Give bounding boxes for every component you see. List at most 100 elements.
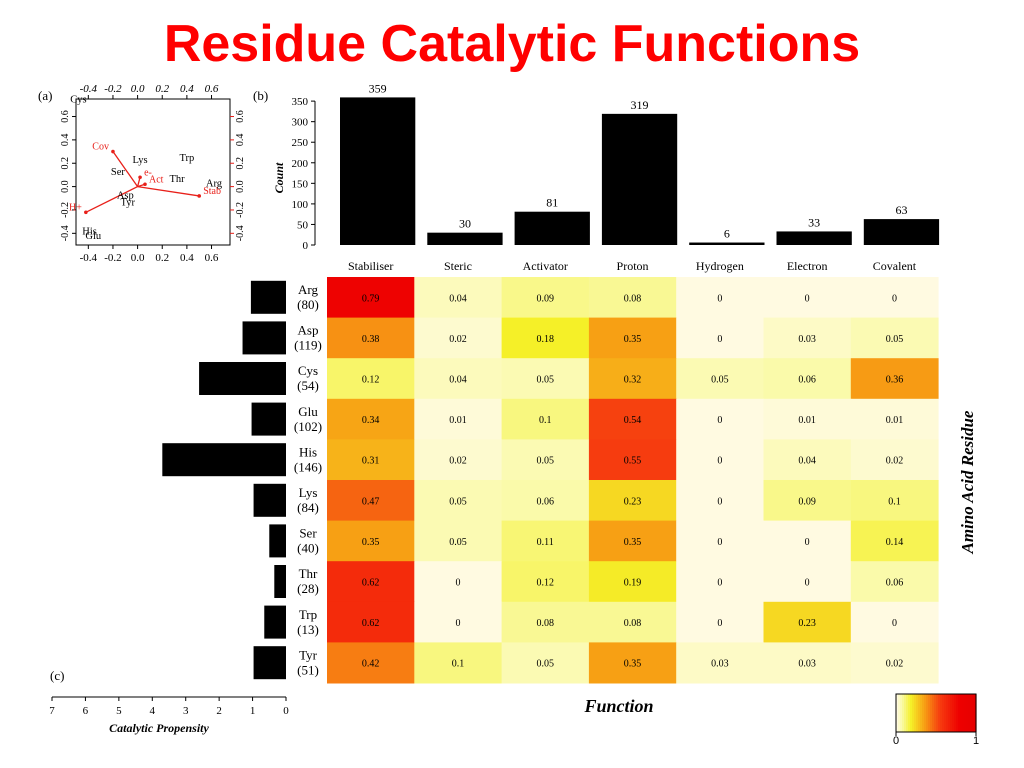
heatmap-cell-value: 0 (455, 578, 460, 589)
heatmap-cell-value: 0.35 (624, 659, 642, 670)
row-count-asp: (119) (294, 338, 322, 353)
heatmap-cell-value: 0 (892, 293, 897, 304)
heatmap-cell (501, 317, 590, 359)
a-bottom-tick-label: 0.4 (180, 252, 194, 264)
heatmap-cell (763, 277, 852, 319)
heatmap-cell-value: 0.04 (449, 375, 467, 386)
colorscale-step (938, 694, 941, 732)
b-y-axis-title: Count (272, 162, 286, 193)
row-count-thr: (28) (297, 581, 319, 596)
colorscale-step (926, 694, 929, 732)
heatmap-cell-value: 0.1 (888, 496, 901, 507)
heatmap-cell (676, 358, 764, 400)
row-label-tyr: Tyr (299, 647, 318, 662)
colorscale-step (912, 694, 915, 732)
propensity-bar-cys (199, 362, 286, 395)
panel-c-label: (c) (50, 668, 64, 683)
heatmap-cell (763, 358, 852, 400)
heatmap-cell-value: 0 (717, 537, 722, 548)
vector-arrowhead (84, 210, 88, 215)
heatmap-cell (763, 439, 852, 481)
row-label-asp: Asp (298, 323, 319, 338)
heatmap-cell (588, 317, 677, 359)
heatmap-cell-value: 0.12 (362, 375, 380, 386)
c-x-tick-label: 0 (283, 705, 289, 717)
a-right-tick-label: 0.6 (235, 110, 246, 123)
heatmap-cell-value: 0 (717, 496, 722, 507)
heatmap-cell-value: 0 (717, 578, 722, 589)
colorscale-step (942, 694, 945, 732)
colorscale-step (964, 694, 967, 732)
colorscale-max-label: 1 (973, 735, 979, 747)
propensity-bar-his (162, 443, 286, 477)
heatmap-cell (850, 601, 939, 643)
vector-arrowhead (143, 182, 147, 187)
colorscale-step (950, 694, 953, 732)
heatmap-cell (850, 439, 939, 481)
bar-value-label: 6 (724, 227, 730, 241)
heatmap-cell-value: 0 (805, 578, 810, 589)
heatmap-cell-value: 0.03 (798, 334, 816, 345)
colorscale-step (936, 694, 939, 732)
vector-label: Act (149, 174, 164, 185)
vector-arrowhead (138, 175, 142, 180)
heatmap-cell-value: 0.01 (886, 415, 904, 426)
heatmap-cell-value: 0.02 (449, 456, 467, 467)
colorscale-step (956, 694, 959, 732)
colorscale-step (974, 694, 977, 732)
row-count-cys: (54) (297, 378, 319, 393)
heatmap-cell (327, 520, 415, 562)
heatmap-cell-value: 0.08 (624, 618, 642, 629)
heatmap-cell (501, 277, 590, 319)
a-top-tick-label: 0.6 (205, 83, 219, 95)
row-label-cys: Cys (298, 363, 318, 378)
heatmap-cell-value: 0 (805, 293, 810, 304)
colorscale-step (908, 694, 911, 732)
heatmap-cell-value: 0 (717, 456, 722, 467)
row-label-arg: Arg (298, 282, 318, 297)
b-y-tick-label: 300 (292, 117, 309, 129)
heatmap-cell-value: 0.06 (537, 496, 555, 507)
vector-label: Cov (92, 142, 109, 153)
residue-label: Arg (206, 179, 223, 190)
heatmap-cell-value: 0.35 (362, 537, 380, 548)
heatmap-cell (414, 561, 503, 603)
residue-label: Thr (169, 174, 185, 185)
residue-label: His (82, 226, 97, 237)
heatmap-x-axis-title: Function (583, 696, 653, 716)
a-right-tick-label: 0.4 (235, 134, 246, 147)
colorscale-step (962, 694, 965, 732)
colorscale-step (916, 694, 919, 732)
heatmap-cell (327, 601, 415, 643)
heatmap-cell-value: 0.12 (537, 578, 555, 589)
a-left-tick-label: 0.0 (60, 180, 71, 193)
colorscale-step (970, 694, 973, 732)
colorscale-step (966, 694, 969, 732)
vector-arrowhead (197, 194, 201, 198)
b-y-tick-label: 0 (303, 240, 309, 252)
row-label-lys: Lys (299, 485, 318, 500)
a-right-tick-label: 0.2 (235, 157, 246, 170)
colorscale-step (914, 694, 917, 732)
heatmap-cell (763, 642, 852, 684)
heatmap-cell (501, 398, 590, 440)
heatmap-cell-value: 0.05 (537, 456, 555, 467)
heatmap-cell (676, 642, 764, 684)
row-count-arg: (80) (297, 297, 319, 312)
heatmap-cell-value: 0.54 (624, 415, 642, 426)
colorscale-step (906, 694, 909, 732)
heatmap-cell-value: 0.23 (798, 618, 816, 629)
colorscale-step (944, 694, 947, 732)
bar-activator (514, 211, 590, 245)
heatmap-cell (850, 520, 939, 562)
row-count-tyr: (51) (297, 662, 319, 677)
colorscale-step (920, 694, 923, 732)
heatmap-cell-value: 0.79 (362, 293, 380, 304)
a-top-tick-label: 0.0 (131, 83, 145, 95)
page-title: Residue Catalytic Functions (163, 15, 861, 73)
heatmap-cell (676, 277, 764, 319)
heatmap-cell-value: 0.01 (449, 415, 467, 426)
vector-label: H+ (69, 202, 82, 213)
